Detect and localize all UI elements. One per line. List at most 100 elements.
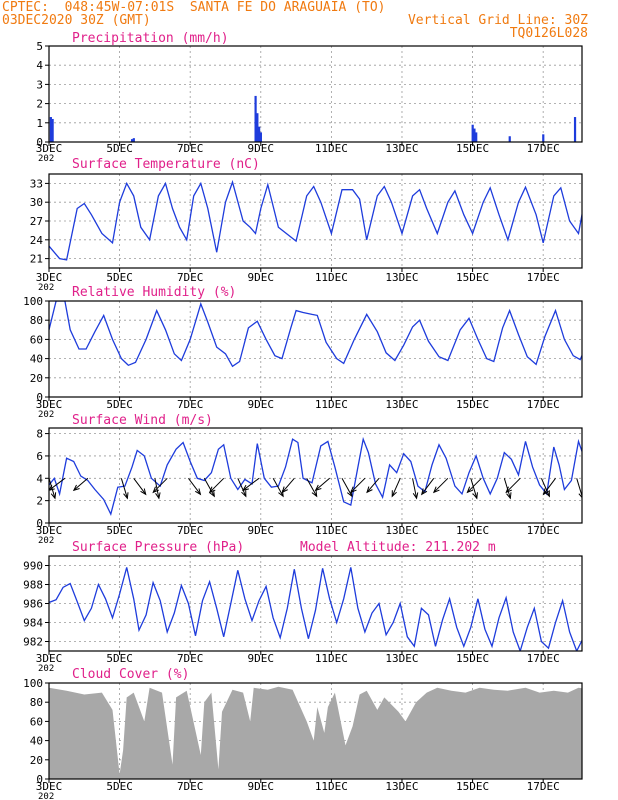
surface-wind-xtick-label: 3DEC xyxy=(36,524,63,537)
wind-arrow-head xyxy=(350,486,357,494)
surface-pressure-xtick-label: 11DEC xyxy=(315,652,348,665)
wind-arrow-head xyxy=(542,488,549,496)
precip-bar xyxy=(508,136,511,142)
surface-wind-xtick-label: 9DEC xyxy=(248,524,275,537)
precipitation-xtick-label: 13DEC xyxy=(385,142,418,155)
wind-arrow-head xyxy=(366,486,373,494)
cloud-cover-frame xyxy=(48,682,583,780)
relative-humidity-ytick-label: 100 xyxy=(23,295,43,308)
wind-arrow-shaft xyxy=(209,477,225,493)
surface-pressure-line xyxy=(49,567,582,651)
wind-arrow-head xyxy=(472,492,478,500)
precipitation-ytick-label: 3 xyxy=(36,78,43,91)
surface-wind-ytick-label: 2 xyxy=(36,495,43,508)
wind-arrow xyxy=(133,477,147,496)
wind-arrow-head xyxy=(50,492,57,500)
wind-arrow xyxy=(542,477,556,496)
wind-arrow xyxy=(432,477,449,494)
wind-arrow-head xyxy=(314,484,322,492)
precipitation-xtick-label: 5DEC xyxy=(106,142,133,155)
surface-temperature-line xyxy=(49,179,582,261)
relative-humidity-ytick-label: 60 xyxy=(30,333,43,346)
cloud-cover-title: Cloud Cover (%) xyxy=(72,667,189,682)
wind-arrow-shaft xyxy=(505,477,521,493)
relative-humidity-xtick-label: 13DEC xyxy=(385,398,418,411)
wind-arrow-shaft xyxy=(203,478,215,497)
cloud-cover-xtick-label: 7DEC xyxy=(177,780,204,793)
precip-bar xyxy=(542,134,545,142)
wind-arrow xyxy=(120,478,129,500)
precipitation-xtick-label: 15DEC xyxy=(456,142,489,155)
run-time-label: 03DEC2020 30Z (GMT) xyxy=(2,13,151,28)
surface-temperature-xtick-label: 15DEC xyxy=(456,271,489,284)
wind-arrow-shaft xyxy=(242,477,260,491)
surface-pressure-xtick-label: 7DEC xyxy=(177,652,204,665)
wind-arrow-head xyxy=(466,486,474,494)
wind-arrow-shaft xyxy=(49,477,66,491)
precipitation-frame xyxy=(48,45,583,143)
surface-temperature-title: Surface Temperature (nC) xyxy=(72,157,260,172)
cloud-cover-year-stub: 202 xyxy=(38,792,54,800)
wind-arrow xyxy=(341,478,353,498)
surface-wind-panel: 0 2 4 6 8 3DEC 5DEC 7DEC 9DEC 11DEC 13DEC 15DEC 17DE… xyxy=(36,413,583,546)
cloud-cover-ytick-label: 60 xyxy=(30,715,43,728)
wind-arrow-shaft xyxy=(366,477,380,493)
relative-humidity-xtick-label: 3DEC xyxy=(36,398,63,411)
relative-humidity-xtick-label: 11DEC xyxy=(315,398,348,411)
surface-wind-xtick-label: 17DEC xyxy=(527,524,560,537)
relative-humidity-xtick-label: 7DEC xyxy=(177,398,204,411)
cloud-cover-panel: 0 20 40 60 80 100 3DEC 5DEC 7DEC 9DEC 11DEC 13DEC 15… xyxy=(23,667,583,800)
wind-arrow-head xyxy=(155,492,161,500)
wind-arrow-shaft xyxy=(315,477,330,491)
surface-temperature-ytick-label: 21 xyxy=(30,253,43,266)
surface-pressure-year-stub: 202 xyxy=(38,664,54,674)
wind-arrow-head xyxy=(209,490,215,498)
surface-pressure-xtick-label: 3DEC xyxy=(36,652,63,665)
cloud-cover-xtick-label: 15DEC xyxy=(456,780,489,793)
surface-pressure-ytick-label: 986 xyxy=(23,598,43,611)
model-id-label: TQ0126L028 xyxy=(509,26,588,41)
cloud-cover-ytick-label: 0 xyxy=(36,773,43,786)
relative-humidity-frame xyxy=(48,300,583,398)
wind-arrow-head xyxy=(49,484,55,491)
precip-bar xyxy=(259,132,262,142)
wind-arrow-shaft xyxy=(306,478,318,497)
precipitation-xtick-label: 11DEC xyxy=(315,142,348,155)
precipitation-ytick-label: 4 xyxy=(36,59,43,72)
relative-humidity-title: Relative Humidity (%) xyxy=(72,285,236,300)
wind-arrow-shaft xyxy=(281,477,295,493)
cloud-cover-area xyxy=(49,686,582,779)
wind-arrow xyxy=(350,477,366,494)
wind-arrow-shaft xyxy=(237,478,247,497)
precipitation-ytick-label: 0 xyxy=(36,136,43,149)
surface-temperature-ytick-label: 27 xyxy=(30,215,43,228)
grid-line-note: Vertical Grid Line: 30Z xyxy=(407,13,588,28)
surface-wind-ytick-label: 4 xyxy=(36,472,43,485)
relative-humidity-year-stub: 202 xyxy=(38,410,54,420)
surface-pressure-panel: 982 984 986 988 990 3DEC 5DEC 7DEC 9DEC 11DEC 13DE… xyxy=(23,540,583,674)
surface-wind-title: Surface Wind (m/s) xyxy=(72,413,213,428)
wind-arrow-shaft xyxy=(350,477,366,493)
wind-arrow-shaft xyxy=(467,477,482,493)
wind-arrow xyxy=(466,477,482,494)
surface-wind-year-stub: 202 xyxy=(38,536,54,546)
surface-temperature-xtick-label: 13DEC xyxy=(385,271,418,284)
wind-arrow xyxy=(366,477,380,494)
surface-wind-ytick-label: 0 xyxy=(36,517,43,530)
cloud-cover-ytick-label: 80 xyxy=(30,696,43,709)
surface-wind-xtick-label: 5DEC xyxy=(106,524,133,537)
precipitation-xtick-label: 3DEC xyxy=(36,142,63,155)
wind-arrow-shaft xyxy=(120,478,128,499)
wind-arrow xyxy=(72,477,89,492)
wind-arrow xyxy=(540,478,550,498)
relative-humidity-xtick-label: 15DEC xyxy=(456,398,489,411)
wind-arrow-head xyxy=(72,484,80,492)
wind-arrow xyxy=(203,478,215,498)
wind-arrow-shaft xyxy=(421,477,435,495)
relative-humidity-line xyxy=(49,301,582,368)
wind-arrow xyxy=(306,478,318,498)
surface-wind-xtick-label: 15DEC xyxy=(456,524,489,537)
precipitation-xtick-label: 17DEC xyxy=(527,142,560,155)
surface-temperature-xtick-label: 17DEC xyxy=(527,271,560,284)
